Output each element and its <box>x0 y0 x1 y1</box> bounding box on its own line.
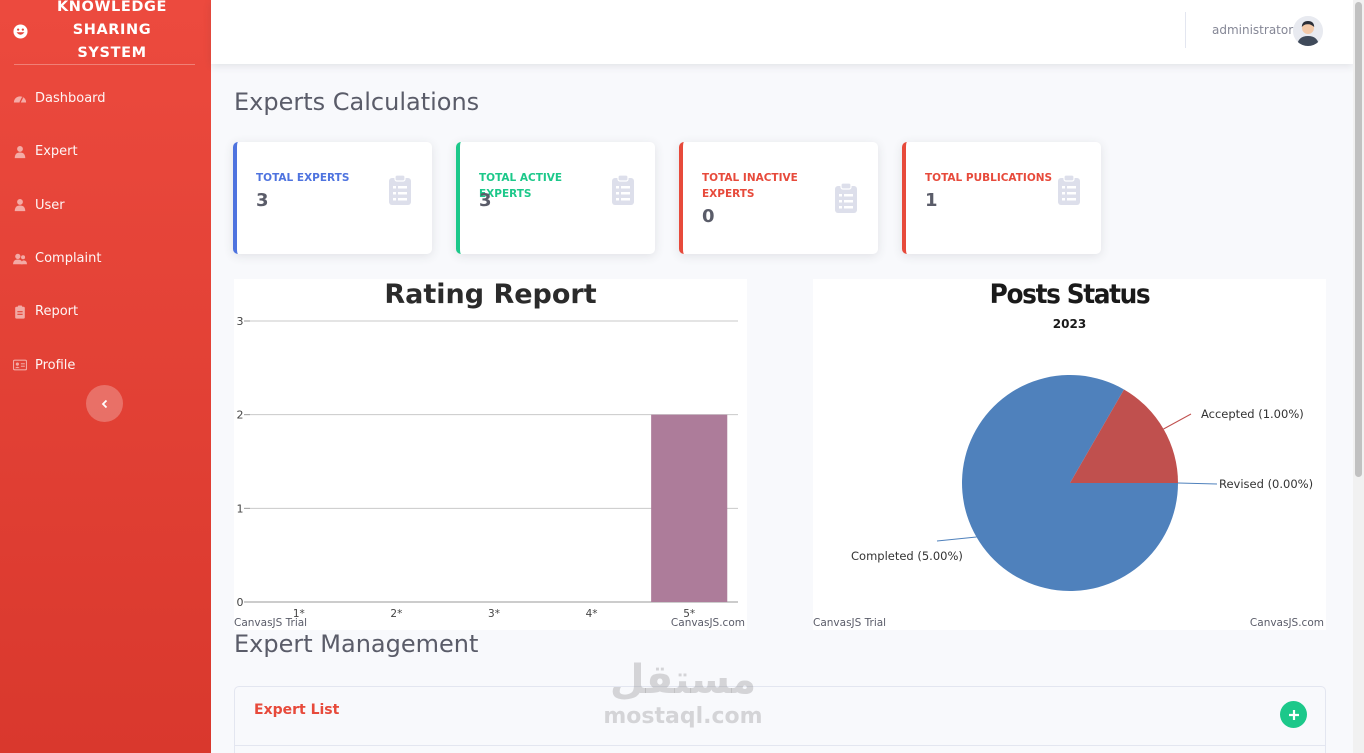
tachometer-icon <box>13 96 27 103</box>
sidebar-item-expert[interactable]: Expert <box>0 125 211 178</box>
scrollbar[interactable] <box>1353 0 1364 753</box>
expert-list-title: Expert List <box>254 702 340 718</box>
y-tick-label: 2 <box>237 409 244 422</box>
stat-value: 3 <box>479 190 492 211</box>
posts-status-chart: Posts Status 2023 Completed (5.00%) Accep… <box>813 279 1326 630</box>
stat-value: 3 <box>256 190 269 211</box>
expert-list-header: Expert List <box>235 687 1325 746</box>
pie-label-connector <box>936 536 977 542</box>
clipboard-list-icon <box>612 174 634 205</box>
user-avatar-icon <box>1293 16 1323 46</box>
id-card-icon <box>13 359 27 371</box>
canvasjs-credit-link[interactable]: CanvasJS.com <box>670 617 745 629</box>
sidebar-item-complaint[interactable]: Complaint <box>0 232 211 285</box>
x-tick-label: 2* <box>390 608 402 619</box>
laugh-icon <box>13 24 28 39</box>
pie-label-connector <box>1177 482 1218 485</box>
clipboard-list-icon <box>1058 174 1080 205</box>
avatar[interactable] <box>1293 16 1323 46</box>
sidebar-item-label: Report <box>35 304 79 320</box>
stat-card-total-publications: TOTAL PUBLICATIONS 1 <box>902 142 1101 254</box>
expert-list-card: Expert List <box>234 686 1326 753</box>
sidebar-item-label: Profile <box>35 357 76 373</box>
sidebar-item-dashboard[interactable]: Dashboard <box>0 72 211 125</box>
sidebar-toggle-button[interactable] <box>86 385 123 422</box>
stat-card-active-experts: TOTAL ACTIVE EXPERTS 3 <box>456 142 655 254</box>
y-tick-label: 0 <box>237 596 244 609</box>
user-icon <box>14 145 26 159</box>
pie-slice-label: Accepted (1.00%) <box>1201 407 1304 421</box>
chart-title: Rating Report <box>384 279 597 310</box>
topbar-divider <box>1185 12 1186 48</box>
pie-slice <box>1070 389 1178 483</box>
pie-label-connector <box>1163 413 1192 430</box>
pie-slice-label: Completed (5.00%) <box>851 549 963 563</box>
canvasjs-credit-link[interactable]: CanvasJS.com <box>1249 617 1324 629</box>
sidebar-item-label: User <box>35 197 65 213</box>
x-tick-label: 5* <box>683 608 695 619</box>
user-icon <box>14 199 26 212</box>
canvasjs-trial-label: CanvasJS Trial <box>234 617 308 629</box>
stat-card-inactive-experts: TOTAL INACTIVE EXPERTS 0 <box>679 142 878 254</box>
stat-label: TOTAL INACTIVE EXPERTS <box>702 172 798 200</box>
chart-subtitle: 2023 <box>1052 317 1087 331</box>
sidebar-item-profile[interactable]: Profile <box>0 338 211 391</box>
brand[interactable]: KNOWLEDGE SHARING SYSTEM <box>0 0 211 64</box>
canvasjs-trial-label: CanvasJS Trial <box>813 617 887 629</box>
x-tick-label: 3* <box>488 608 500 619</box>
watermark-arabic: مستقل <box>609 657 757 703</box>
stat-label: TOTAL PUBLICATIONS <box>925 172 1053 184</box>
clipboard-list-icon <box>835 182 857 213</box>
user-name[interactable]: administrator <box>1212 23 1294 37</box>
stat-label: TOTAL ACTIVE EXPERTS <box>479 172 563 200</box>
sidebar-item-label: Expert <box>35 144 78 160</box>
pie-slice-label: Revised (0.00%) <box>1219 477 1313 491</box>
stat-value: 1 <box>925 190 938 211</box>
stat-card-total-experts: TOTAL EXPERTS 3 <box>233 142 432 254</box>
rating-report-chart: Rating Report 0 1 2 3 1* 2* 3* 4* 5* CanvasJS Tr… <box>234 279 747 630</box>
mostaql-watermark: مستقل mostaql.com <box>598 656 768 741</box>
brand-name: KNOWLEDGE SHARING SYSTEM <box>56 0 168 61</box>
chart-title: Posts Status <box>989 279 1151 310</box>
y-tick-label: 1 <box>237 502 244 515</box>
sidebar-item-label: Dashboard <box>35 91 106 107</box>
sidebar-item-user[interactable]: User <box>0 179 211 232</box>
topbar: administrator <box>211 0 1353 64</box>
sidebar-item-report[interactable]: Report <box>0 285 211 338</box>
stat-label: TOTAL EXPERTS <box>256 172 350 184</box>
scrollbar-thumb[interactable] <box>1355 2 1362 477</box>
page-title: Experts Calculations <box>234 88 480 116</box>
sidebar-nav: Dashboard Expert User Complaint Report P… <box>0 72 211 392</box>
section-title: Expert Management <box>234 630 479 658</box>
chevron-left-icon <box>101 399 107 408</box>
bar-chart-plot: 0 1 2 3 1* 2* 3* 4* 5* <box>237 315 738 619</box>
sidebar: KNOWLEDGE SHARING SYSTEM Dashboard Exper… <box>0 0 211 753</box>
y-tick-label: 3 <box>237 315 244 328</box>
clipboard-icon <box>15 305 25 319</box>
sidebar-divider <box>14 64 195 65</box>
sidebar-item-label: Complaint <box>35 251 102 267</box>
clipboard-list-icon <box>389 174 411 205</box>
x-tick-label: 1* <box>293 608 305 619</box>
stat-value: 0 <box>702 206 715 227</box>
plus-icon <box>1288 709 1299 720</box>
bar <box>651 414 728 602</box>
watermark-latin: mostaql.com <box>603 704 763 729</box>
add-expert-button[interactable] <box>1280 701 1307 728</box>
pie-chart-plot: Completed (5.00%) Accepted (1.00%) Revised… <box>851 375 1313 591</box>
x-tick-label: 4* <box>586 608 598 619</box>
users-icon <box>13 253 27 264</box>
